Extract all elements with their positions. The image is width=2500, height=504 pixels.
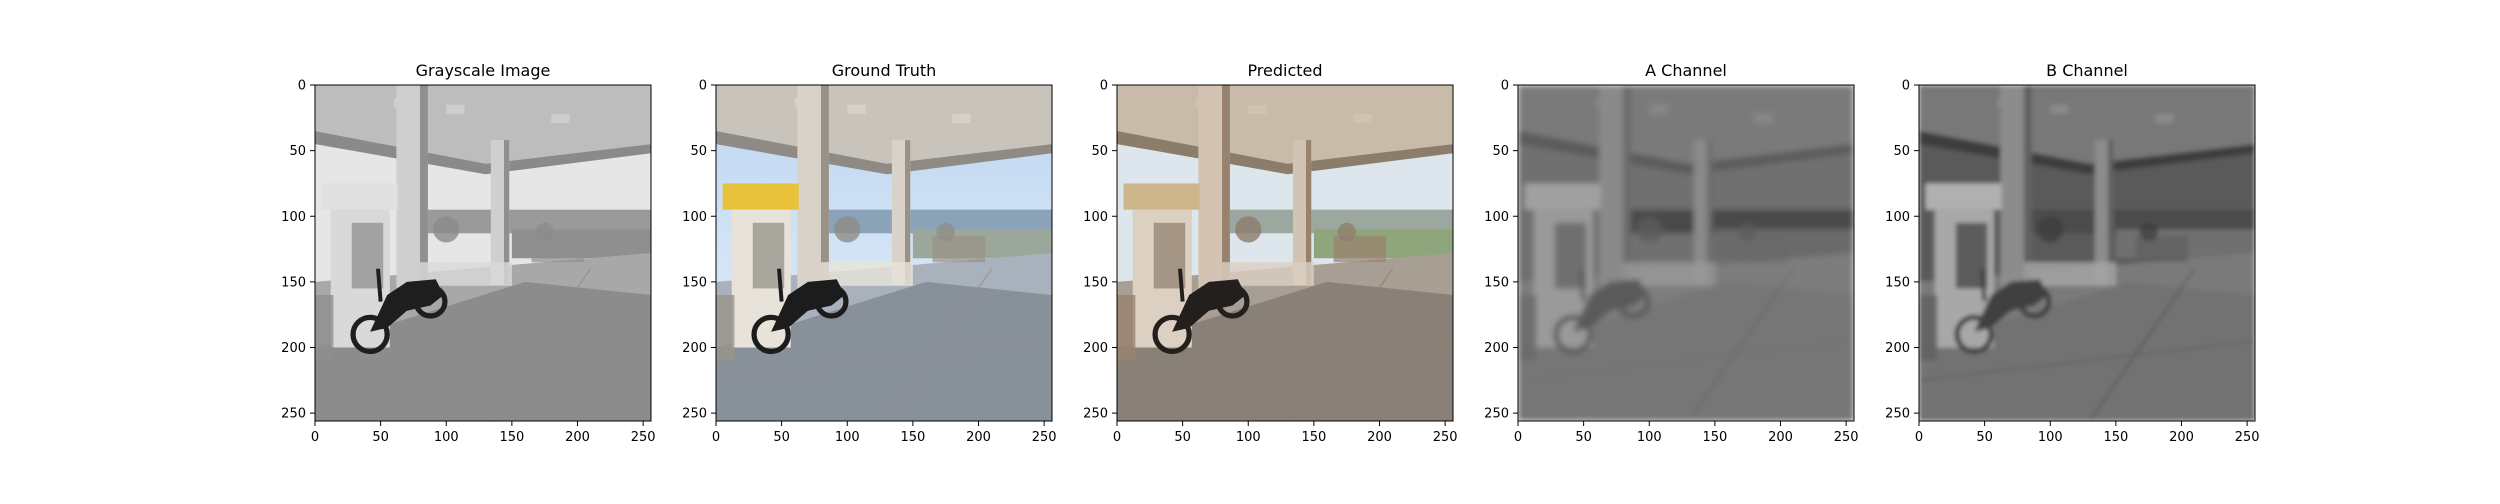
y-tick-label: 0: [1501, 79, 1509, 94]
y-tick-label: 100: [1885, 210, 1910, 225]
y-tick-label: 50: [1492, 144, 1509, 159]
x-tick-label: 200: [1768, 430, 1793, 445]
panel-1: Grayscale Image 0 50 100 150 200 250 0 50 100 150 2…: [281, 61, 655, 445]
y-tick-label: 0: [699, 79, 707, 94]
panel-frame: [715, 84, 1053, 422]
y-tick-label: 100: [1083, 210, 1108, 225]
y-tick-label: 100: [1484, 210, 1509, 225]
panel-image: [1518, 85, 1854, 421]
y-tick-label: 0: [1902, 79, 1910, 94]
y-tick-label: 150: [1885, 275, 1910, 290]
y-tick-label: 200: [682, 341, 707, 356]
panel-2: Ground Truth 0 50 100 150 200 250 0 50 100 150 200 2…: [682, 61, 1056, 445]
y-tick-label: 100: [281, 210, 306, 225]
panel-image: [1919, 85, 2255, 421]
y-tick-label: 200: [1484, 341, 1509, 356]
x-tick-label: 50: [1575, 430, 1592, 445]
x-tick-label: 50: [372, 430, 389, 445]
y-tick-label: 50: [690, 144, 707, 159]
panel-4: A Channel 0 50 100 150 200 250 0 50 100 150 200 250: [1484, 61, 1858, 445]
y-tick-label: 250: [1484, 407, 1509, 422]
y-tick-label: 250: [1083, 407, 1108, 422]
x-tick-label: 250: [631, 430, 656, 445]
panel-title: Ground Truth: [832, 61, 937, 80]
y-tick-label: 250: [281, 407, 306, 422]
x-tick-label: 250: [1433, 430, 1458, 445]
panel-image: [1117, 85, 1453, 421]
x-tick-label: 100: [1637, 430, 1662, 445]
x-tick-label: 250: [1834, 430, 1859, 445]
x-tick-label: 150: [1702, 430, 1727, 445]
y-tick-label: 150: [682, 275, 707, 290]
x-tick-label: 200: [1367, 430, 1392, 445]
y-tick-label: 150: [281, 275, 306, 290]
panel-frame: [1116, 84, 1454, 422]
x-tick-label: 200: [2169, 430, 2194, 445]
x-tick-label: 0: [311, 430, 319, 445]
x-tick-label: 100: [1236, 430, 1261, 445]
panel-title: Grayscale Image: [416, 61, 551, 80]
panel-title: B Channel: [2046, 61, 2128, 80]
x-tick-label: 150: [1301, 430, 1326, 445]
x-tick-label: 250: [2235, 430, 2260, 445]
y-tick-label: 50: [289, 144, 306, 159]
x-tick-label: 50: [1174, 430, 1191, 445]
panel-image: [315, 85, 651, 421]
panel-title: A Channel: [1645, 61, 1727, 80]
x-tick-label: 0: [1514, 430, 1522, 445]
y-tick-label: 200: [281, 341, 306, 356]
panel-title: Predicted: [1247, 61, 1322, 80]
x-tick-label: 100: [835, 430, 860, 445]
x-tick-label: 150: [499, 430, 524, 445]
y-tick-label: 0: [298, 79, 306, 94]
panel-frame: [1517, 84, 1855, 422]
panel-3: Predicted 0 50 100 150 200 250 0 50 100 150 200 250: [1083, 61, 1457, 445]
x-tick-label: 0: [1915, 430, 1923, 445]
y-tick-label: 150: [1083, 275, 1108, 290]
y-tick-label: 50: [1091, 144, 1108, 159]
x-tick-label: 100: [2038, 430, 2063, 445]
x-tick-label: 50: [773, 430, 790, 445]
panel-frame: [314, 84, 652, 422]
y-tick-label: 100: [682, 210, 707, 225]
x-tick-label: 200: [565, 430, 590, 445]
panel-5: B Channel 0 50 100 150 200 250 0 50 100 150 200 250: [1885, 61, 2259, 445]
x-tick-label: 50: [1976, 430, 1993, 445]
x-tick-label: 150: [900, 430, 925, 445]
y-tick-label: 150: [1484, 275, 1509, 290]
x-tick-label: 250: [1032, 430, 1057, 445]
x-tick-label: 150: [2103, 430, 2128, 445]
y-tick-label: 250: [1885, 407, 1910, 422]
y-tick-label: 0: [1100, 79, 1108, 94]
x-tick-label: 200: [966, 430, 991, 445]
x-tick-label: 100: [434, 430, 459, 445]
panel-frame: [1918, 84, 2256, 422]
panel-image: [716, 85, 1052, 421]
y-tick-label: 200: [1885, 341, 1910, 356]
y-tick-label: 50: [1893, 144, 1910, 159]
x-tick-label: 0: [712, 430, 720, 445]
y-tick-label: 250: [682, 407, 707, 422]
y-tick-label: 200: [1083, 341, 1108, 356]
x-tick-label: 0: [1113, 430, 1121, 445]
